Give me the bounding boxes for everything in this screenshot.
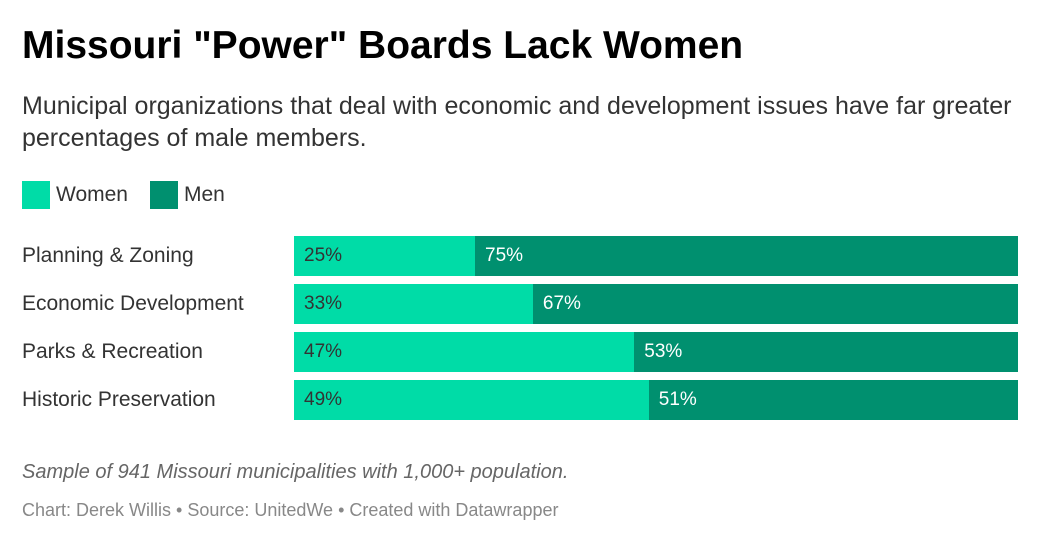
chart-title: Missouri "Power" Boards Lack Women — [22, 24, 744, 67]
legend: Women Men — [22, 179, 247, 211]
bar-segment-men: 75% — [475, 236, 1018, 276]
data-label-women: 33% — [304, 293, 343, 314]
stacked-bar: 47% 53% — [294, 332, 1018, 372]
bar-segment-women: 47% — [294, 332, 635, 372]
bar-rows: Planning & Zoning 25% 75% Economic Developm… — [22, 236, 1018, 428]
stacked-bar: 33% 67% — [294, 284, 1018, 324]
stacked-bar: 25% 75% — [294, 236, 1018, 276]
bar-row: Economic Development 33% 67% — [22, 284, 1018, 324]
category-label: Economic Development — [22, 292, 244, 315]
category-label: Historic Preservation — [22, 388, 216, 411]
chart-subtitle: Municipal organizations that deal with e… — [22, 92, 1012, 152]
data-label-men: 51% — [658, 389, 697, 410]
legend-swatch-men — [149, 181, 178, 209]
bar-segment-women: 25% — [294, 236, 475, 276]
legend-label-women: Women — [56, 183, 128, 206]
chart-footer: Chart: Derek Willis • Source: UnitedWe •… — [22, 500, 559, 520]
category-label: Parks & Recreation — [22, 340, 203, 363]
data-label-men: 53% — [644, 341, 683, 362]
bar-segment-men: 67% — [532, 284, 1018, 324]
data-label-women: 47% — [304, 341, 343, 362]
bar-segment-men: 53% — [634, 332, 1018, 372]
bar-segment-women: 49% — [294, 380, 649, 420]
legend-swatch-women — [22, 181, 50, 209]
bar-segment-men: 51% — [648, 380, 1018, 420]
data-label-women: 25% — [304, 245, 343, 266]
bar-row: Parks & Recreation 47% 53% — [22, 332, 1018, 372]
bar-row: Planning & Zoning 25% 75% — [22, 236, 1018, 276]
bar-row: Historic Preservation 49% 51% — [22, 380, 1018, 420]
stacked-bar: 49% 51% — [294, 380, 1018, 420]
category-label: Planning & Zoning — [22, 244, 194, 267]
data-label-men: 67% — [542, 293, 581, 314]
chart: Missouri "Power" Boards Lack Women Munic… — [22, 0, 1018, 546]
data-label-women: 49% — [304, 389, 343, 410]
data-label-men: 75% — [485, 245, 524, 266]
legend-item-women: Women — [22, 181, 128, 209]
legend-label-men: Men — [183, 183, 225, 206]
bar-segment-women: 33% — [294, 284, 533, 324]
legend-item-men: Men — [149, 181, 225, 209]
chart-note: Sample of 941 Missouri municipalities wi… — [22, 461, 569, 483]
